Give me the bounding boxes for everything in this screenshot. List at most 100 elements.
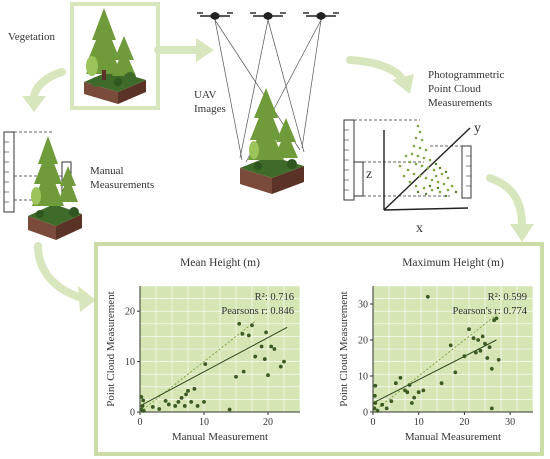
mean-data-point — [176, 400, 181, 404]
max-y-tick-label: 10 — [358, 372, 368, 383]
mean-data-point — [166, 402, 171, 407]
mean-y-axis-title: Point Cloud Measurement — [105, 291, 117, 407]
mean-data-point — [241, 369, 246, 374]
point-cloud — [398, 124, 454, 194]
max-data-point — [480, 334, 485, 339]
max-y-tick-label: 0 — [363, 408, 368, 419]
max-data-point — [405, 390, 410, 395]
max-x-tick-label: 0 — [371, 417, 376, 428]
arrow-head-pointcloud — [392, 74, 414, 94]
vegetation-label: Vegetation — [8, 31, 56, 43]
max-data-point — [467, 327, 471, 332]
max-data-point — [487, 345, 492, 350]
mean-data-point — [262, 357, 267, 361]
vegetation-frame — [70, 2, 160, 110]
mean-height-plot: 0 10 20 0 10 20 Mean Height (m) R²: 0.716 Pearso… — [105, 257, 301, 443]
manual-label-line2: Measurements — [90, 179, 154, 191]
mean-y-tick-label: 20 — [125, 307, 135, 318]
pointcloud-label-line3: Measurements — [428, 97, 492, 109]
max-data-point — [373, 401, 378, 405]
mean-data-point — [189, 400, 194, 404]
arrow-pointcloud-to-results — [486, 174, 526, 230]
max-data-point — [448, 343, 453, 348]
mean-regression-line — [139, 326, 288, 407]
arrow-head-uav — [196, 38, 214, 62]
max-data-point — [389, 399, 394, 404]
max-data-point — [398, 375, 403, 380]
max-y-axis-title: Point Cloud Measurement — [338, 291, 350, 407]
mean-data-point — [282, 359, 286, 364]
flow-arrows — [22, 38, 534, 312]
mean-data-point — [182, 404, 187, 408]
mean-data-point — [246, 333, 251, 338]
max-data-point — [372, 393, 377, 398]
max-stat-r-squared: R²: 0.599 — [488, 292, 527, 303]
max-data-point — [483, 341, 487, 346]
max-data-point — [439, 381, 444, 386]
max-data-point — [489, 406, 494, 411]
arrow-vegetation-to-manual — [30, 68, 66, 102]
max-data-point — [489, 366, 494, 371]
pointcloud-label-line1: Photogrammetric — [428, 69, 504, 81]
max-y-tick-label: 20 — [358, 336, 368, 347]
max-data-point — [407, 383, 412, 387]
mean-stat-pearson-r: Pearsons r: 0.846 — [221, 306, 294, 317]
uav-drone-icons — [197, 12, 339, 20]
max-data-point — [409, 401, 414, 405]
mean-data-point — [173, 404, 178, 408]
max-y-tick-label: 30 — [358, 300, 368, 311]
max-x-tick-label: 30 — [505, 417, 515, 428]
pointcloud-label-line2: Point Cloud — [428, 83, 481, 95]
max-data-point — [373, 383, 378, 388]
arrow-head-manual — [22, 96, 46, 112]
axis-label-z: z — [366, 167, 372, 182]
max-x-tick-label: 20 — [459, 417, 469, 428]
max-data-point — [384, 406, 389, 411]
mean-data-point — [278, 364, 283, 369]
mean-identity-line — [139, 320, 256, 413]
mean-y-tick-label: 0 — [130, 408, 135, 419]
mean-data-point — [150, 405, 155, 409]
max-data-point — [375, 409, 380, 413]
mean-data-point — [179, 395, 184, 400]
mean-data-point — [186, 388, 190, 393]
mean-data-point — [157, 407, 162, 411]
max-data-point — [421, 388, 426, 393]
mean-x-tick-label: 10 — [199, 417, 209, 428]
mean-data-point — [253, 354, 258, 359]
mean-data-point — [163, 399, 168, 403]
arrow-uav-to-pointcloud — [346, 56, 408, 86]
max-data-point — [471, 336, 476, 341]
pointcloud-axes — [383, 127, 471, 211]
mean-y-tick-label: 10 — [125, 357, 135, 368]
drone-icon — [250, 12, 286, 20]
max-regression-line — [372, 339, 497, 404]
mean-data-point — [140, 404, 145, 408]
max-data-point — [473, 350, 478, 355]
arrow-head-results-right — [510, 224, 534, 242]
mean-data-point — [266, 373, 270, 378]
max-data-point — [476, 338, 481, 342]
max-plot-title: Maximum Height (m) — [402, 257, 504, 269]
mean-data-point — [141, 409, 146, 413]
mean-data-point — [203, 362, 208, 367]
mean-data-point — [264, 330, 268, 335]
max-x-axis-title: Manual Measurement — [405, 431, 501, 443]
max-data-point — [393, 381, 398, 386]
mean-data-point — [195, 404, 200, 408]
mean-data-point — [184, 392, 188, 397]
mean-data-point — [202, 400, 206, 404]
mean-data-point — [141, 398, 146, 403]
mean-data-point — [192, 386, 197, 391]
mean-data-point — [272, 347, 277, 351]
mean-plot-title: Mean Height (m) — [180, 257, 260, 269]
mean-data-point — [139, 394, 144, 399]
max-data-point — [416, 390, 421, 395]
mean-x-tick-label: 20 — [263, 417, 273, 428]
pointcloud-node: Photogrammetric Point Cloud Measurements — [343, 69, 504, 236]
uav-plot-icon — [240, 88, 304, 194]
max-data-point — [462, 354, 467, 359]
results-panel-border — [94, 242, 544, 456]
